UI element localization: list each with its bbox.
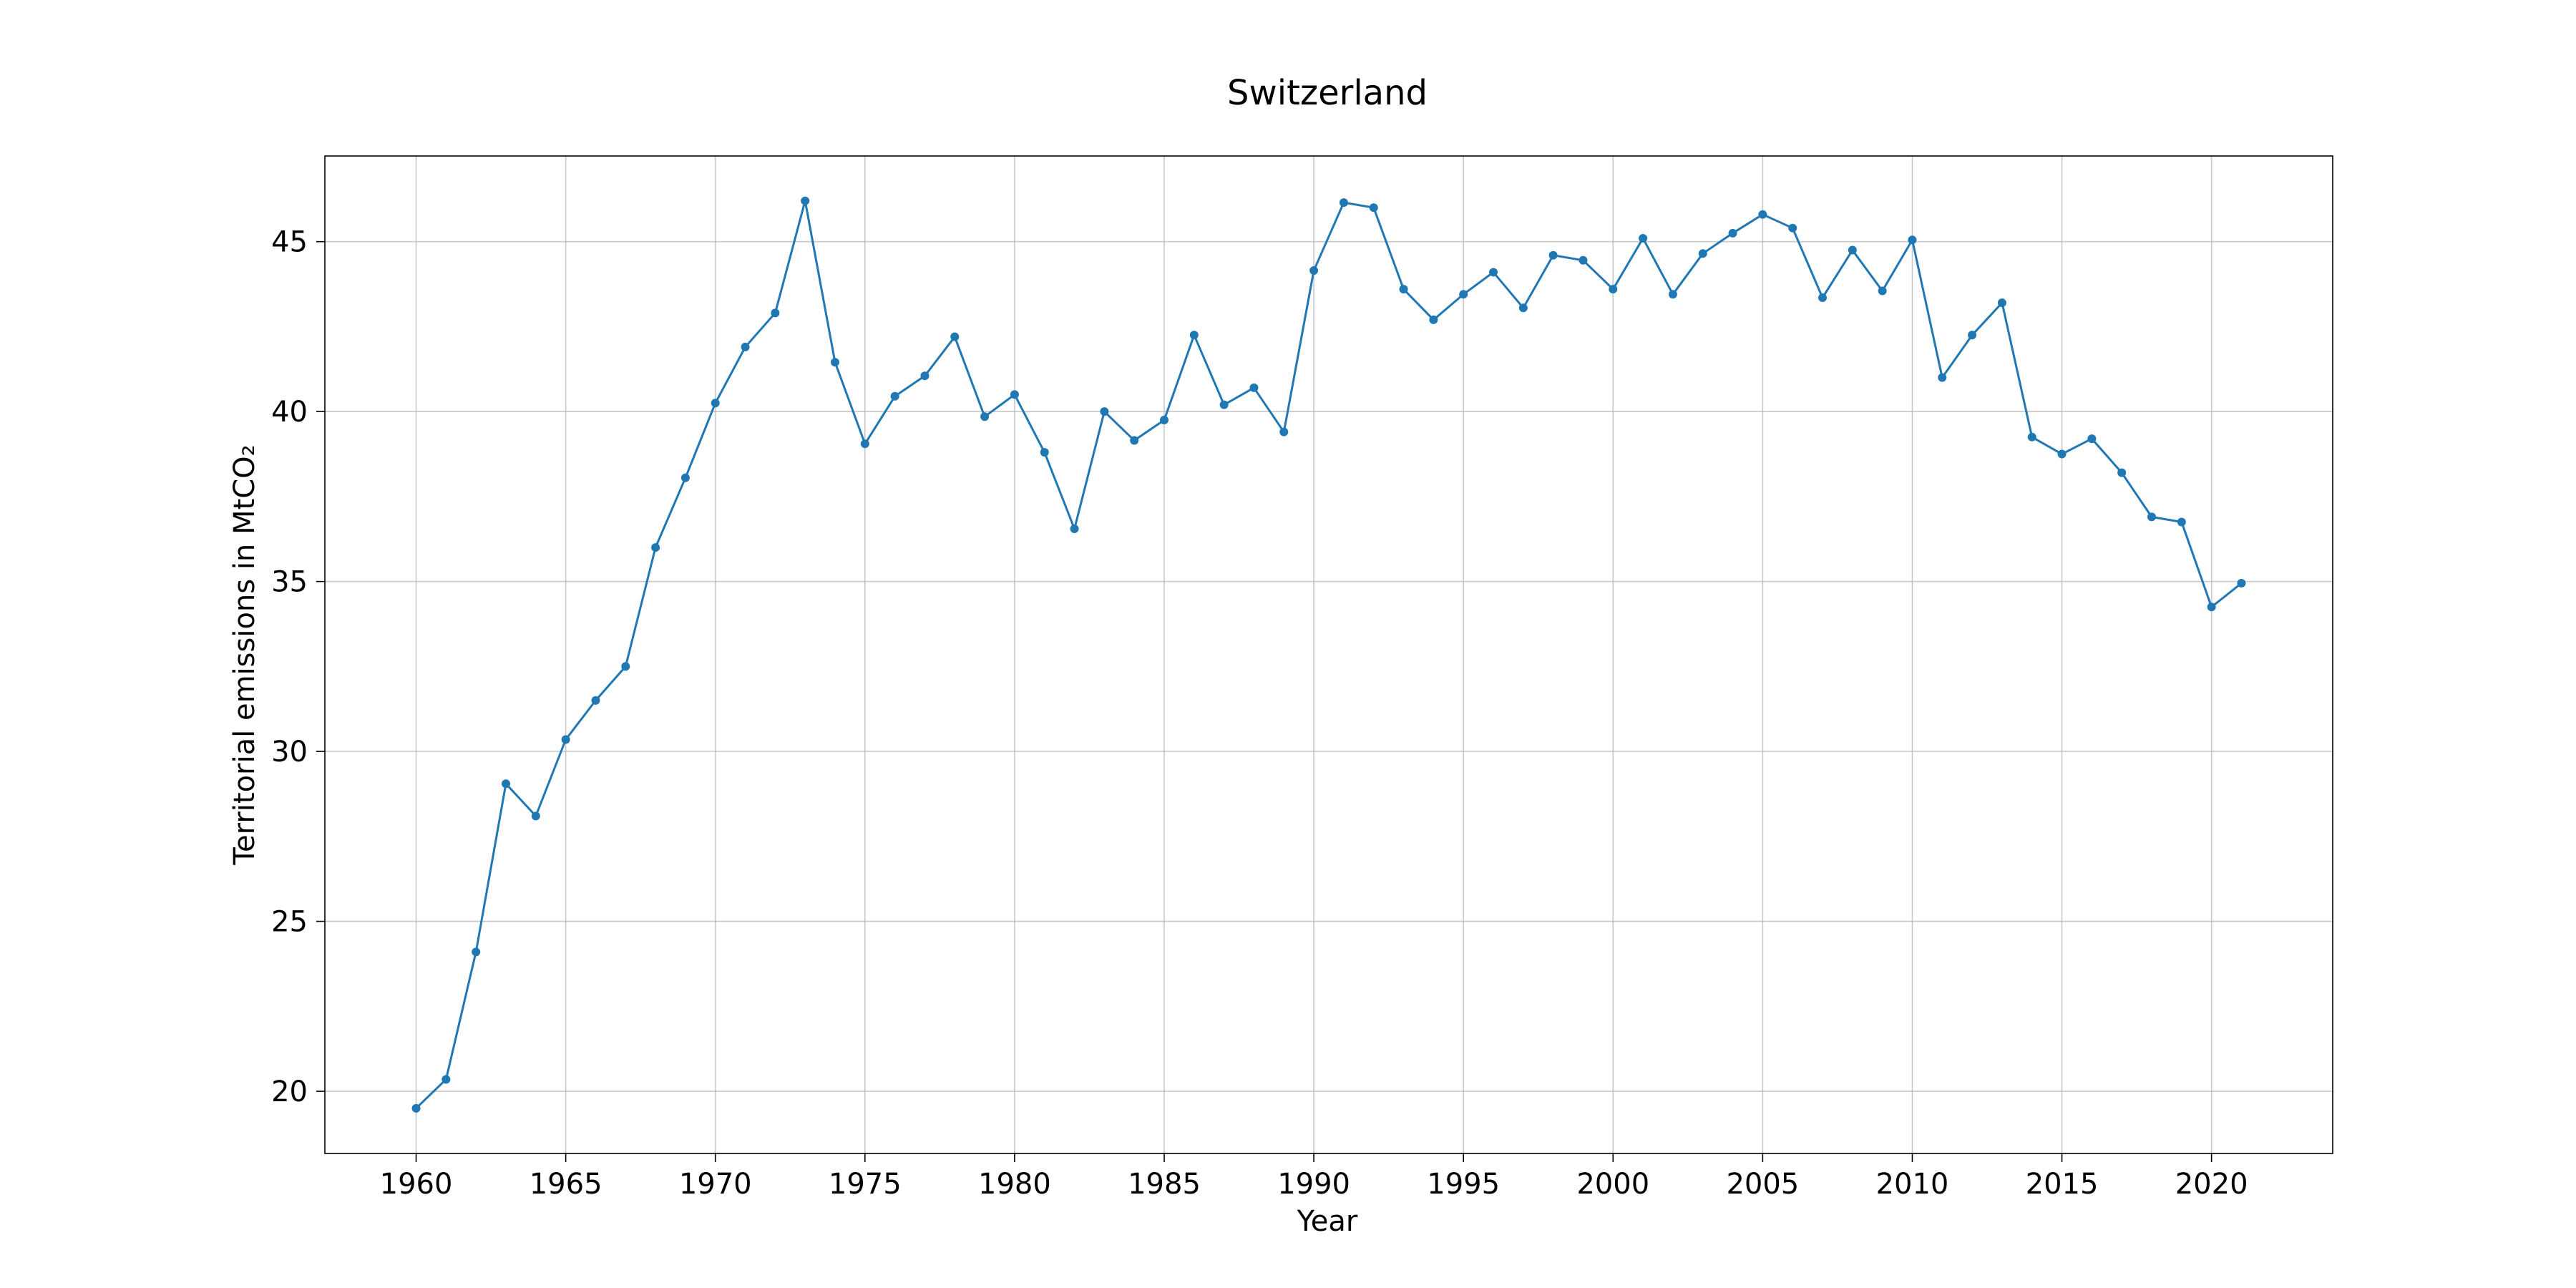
data-point [2057, 449, 2067, 459]
data-point [1040, 448, 1049, 457]
data-point [980, 412, 990, 421]
data-point [920, 371, 930, 381]
data-point [1548, 250, 1558, 260]
data-point [1219, 400, 1229, 409]
data-point [1728, 228, 1737, 238]
x-tick-label: 1960 [380, 1168, 453, 1201]
x-axis-title: Year [1297, 1205, 1358, 1238]
data-point [1279, 427, 1289, 436]
axis-ticks: 1960 1965 1970 1975 1980 1985 1990 1995 2000 2005… [271, 226, 2248, 1201]
data-point [890, 391, 899, 401]
data-point [1968, 331, 1977, 340]
data-point [1788, 223, 1797, 233]
y-tick-label: 30 [271, 736, 308, 769]
data-point [1878, 286, 1887, 296]
data-point [1639, 233, 1648, 243]
data-point [950, 332, 960, 341]
data-point [1130, 436, 1139, 445]
x-tick-label: 2010 [1876, 1168, 1949, 1201]
data-point [1938, 373, 1947, 382]
grid-lines [325, 156, 2333, 1153]
data-point [651, 543, 660, 552]
y-tick-label: 45 [271, 226, 308, 259]
data-point [2117, 468, 2127, 477]
data-point [1459, 290, 1468, 299]
x-tick-label: 2000 [1576, 1168, 1649, 1201]
data-point [1848, 245, 1857, 255]
data-point [441, 1075, 451, 1084]
data-point [2027, 432, 2036, 441]
data-point [1070, 525, 1079, 534]
x-tick-label: 1990 [1277, 1168, 1350, 1201]
data-point [1010, 390, 1019, 399]
y-tick-label: 25 [271, 906, 308, 939]
data-point [1668, 290, 1677, 299]
data-point [1579, 255, 1588, 265]
y-tick-label: 35 [271, 566, 308, 599]
data-point [771, 308, 780, 318]
data-point [1997, 298, 2006, 308]
data-point [2147, 512, 2156, 522]
data-point [1249, 383, 1259, 392]
data-point [2177, 517, 2186, 527]
series-line [415, 200, 2243, 1109]
data-point [1100, 407, 1109, 416]
data-point [1818, 293, 1827, 303]
data-point [1429, 315, 1438, 324]
data-point [1489, 268, 1498, 277]
y-tick-label: 40 [271, 396, 308, 429]
data-point [741, 342, 750, 351]
data-point [1399, 285, 1408, 294]
plot-frame [324, 155, 2333, 1154]
data-point [2207, 602, 2216, 612]
data-point [1160, 416, 1169, 425]
data-point [711, 399, 720, 408]
data-point [860, 439, 869, 449]
data-point [680, 473, 690, 482]
data-point [831, 358, 839, 367]
data-point [502, 779, 510, 789]
data-point [1369, 203, 1378, 213]
x-tick-label: 1970 [679, 1168, 752, 1201]
x-tick-label: 1985 [1128, 1168, 1201, 1201]
data-point [1518, 303, 1528, 313]
y-tick-label: 20 [271, 1075, 308, 1108]
data-point [621, 662, 630, 671]
x-tick-label: 1975 [829, 1168, 902, 1201]
data-point [1309, 266, 1319, 275]
data-point [801, 196, 810, 205]
data-point [1339, 198, 1348, 208]
x-tick-label: 2005 [1726, 1168, 1799, 1201]
data-point [411, 1103, 421, 1113]
data-point [561, 735, 570, 744]
x-tick-label: 1980 [978, 1168, 1051, 1201]
data-point [1758, 210, 1767, 219]
data-point [2237, 579, 2246, 588]
data-point [472, 947, 481, 957]
data-point [591, 696, 600, 705]
x-tick-label: 2020 [2175, 1168, 2248, 1201]
x-tick-label: 1995 [1427, 1168, 1500, 1201]
data-series [411, 196, 2246, 1113]
y-axis-title: Territorial emissions in MtCO₂ [228, 444, 261, 865]
data-point [531, 811, 540, 821]
chart-title: Switzerland [1227, 73, 1428, 113]
data-point [2087, 434, 2097, 444]
data-point [1908, 235, 1917, 245]
data-point [1609, 285, 1618, 294]
data-point [1189, 331, 1199, 340]
x-tick-label: 2015 [2026, 1168, 2099, 1201]
data-point [1698, 249, 1707, 258]
x-tick-label: 1965 [530, 1168, 602, 1201]
